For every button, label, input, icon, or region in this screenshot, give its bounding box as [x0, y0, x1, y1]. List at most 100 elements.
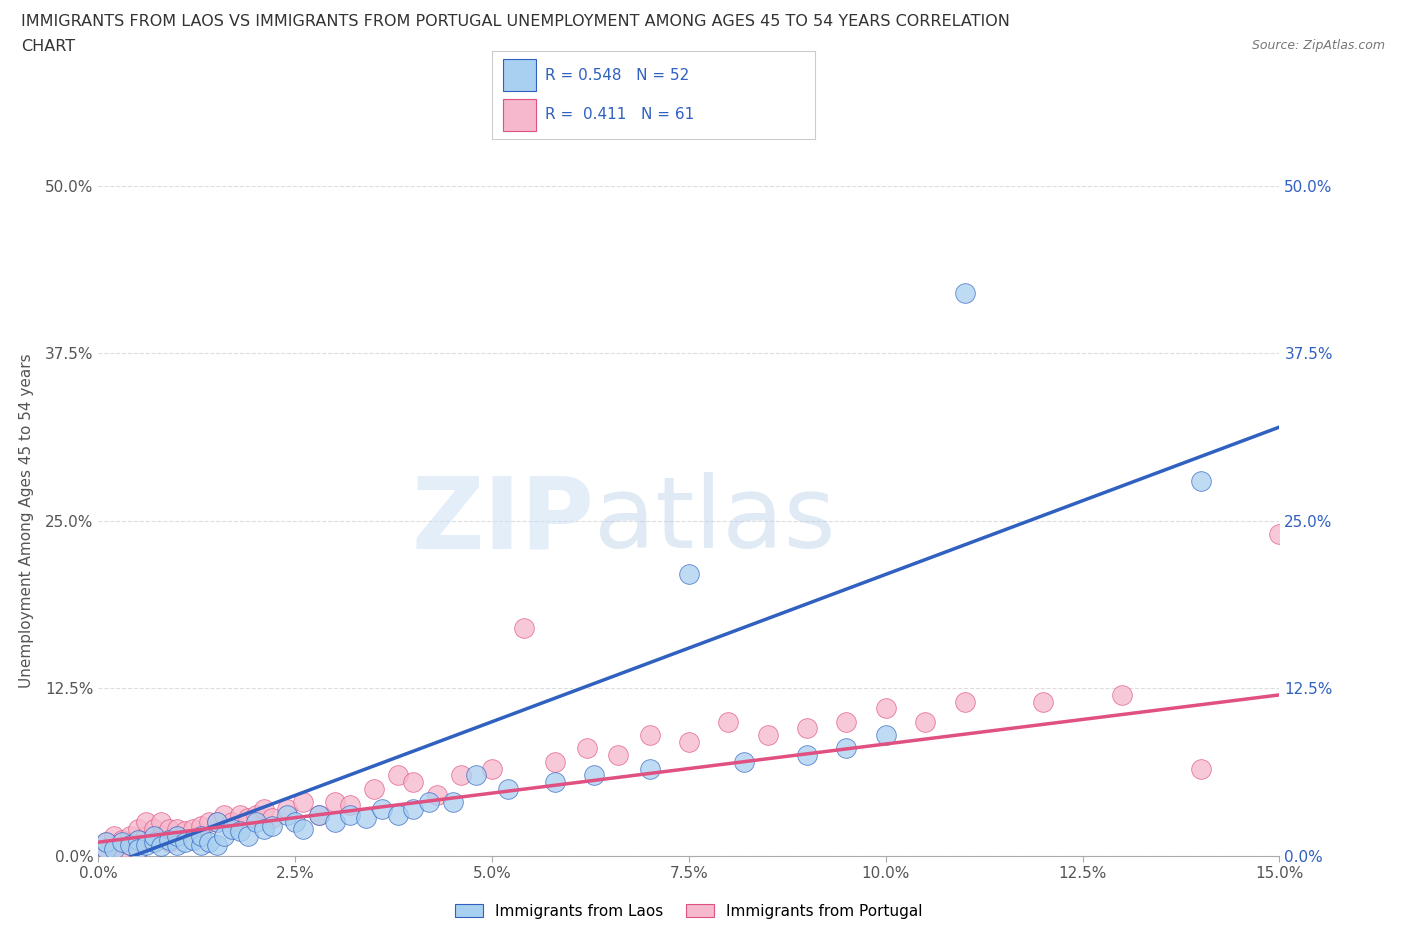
- Point: [512, 620, 534, 635]
- Point: [245, 815, 267, 830]
- Point: [1189, 473, 1212, 488]
- Point: [221, 815, 243, 830]
- Point: [607, 748, 630, 763]
- Point: [441, 794, 464, 809]
- Point: [174, 824, 197, 839]
- Point: [339, 808, 361, 823]
- Point: [118, 837, 141, 852]
- Point: [214, 828, 236, 843]
- Point: [229, 824, 252, 839]
- Point: [166, 837, 188, 852]
- Text: ZIP: ZIP: [412, 472, 595, 569]
- Point: [142, 821, 165, 836]
- Point: [875, 727, 897, 742]
- Point: [544, 775, 567, 790]
- Point: [236, 811, 259, 826]
- Point: [835, 741, 858, 756]
- Point: [127, 832, 149, 847]
- Point: [103, 828, 125, 843]
- Point: [426, 788, 449, 803]
- Point: [150, 828, 173, 843]
- Point: [418, 794, 440, 809]
- Point: [308, 808, 330, 823]
- Point: [142, 835, 165, 850]
- Point: [678, 735, 700, 750]
- Point: [638, 727, 661, 742]
- Point: [953, 286, 976, 300]
- Point: [308, 808, 330, 823]
- Point: [253, 802, 276, 817]
- Point: [260, 818, 283, 833]
- Point: [292, 794, 315, 809]
- Point: [796, 748, 818, 763]
- Point: [323, 794, 346, 809]
- Point: [914, 714, 936, 729]
- Point: [96, 842, 118, 857]
- Point: [111, 832, 134, 847]
- Point: [197, 835, 219, 850]
- Point: [166, 828, 188, 843]
- Text: atlas: atlas: [595, 472, 837, 569]
- Point: [142, 835, 165, 850]
- Point: [387, 808, 409, 823]
- Text: CHART: CHART: [21, 39, 75, 54]
- Text: IMMIGRANTS FROM LAOS VS IMMIGRANTS FROM PORTUGAL UNEMPLOYMENT AMONG AGES 45 TO 5: IMMIGRANTS FROM LAOS VS IMMIGRANTS FROM …: [21, 14, 1010, 29]
- Point: [465, 768, 488, 783]
- Point: [190, 828, 212, 843]
- Point: [678, 567, 700, 582]
- Point: [205, 815, 228, 830]
- Point: [371, 802, 394, 817]
- Point: [481, 761, 503, 776]
- Point: [1032, 694, 1054, 709]
- Point: [1268, 526, 1291, 541]
- Point: [181, 821, 204, 836]
- Legend: Immigrants from Laos, Immigrants from Portugal: Immigrants from Laos, Immigrants from Po…: [450, 897, 928, 925]
- Point: [276, 802, 298, 817]
- Bar: [503, 99, 536, 130]
- Point: [157, 835, 180, 850]
- Point: [157, 832, 180, 847]
- Point: [402, 802, 425, 817]
- Point: [96, 835, 118, 850]
- Point: [135, 828, 157, 843]
- Point: [181, 832, 204, 847]
- Point: [127, 821, 149, 836]
- Point: [174, 835, 197, 850]
- Point: [1111, 687, 1133, 702]
- Point: [135, 815, 157, 830]
- Point: [96, 835, 118, 850]
- Point: [835, 714, 858, 729]
- Point: [135, 837, 157, 852]
- Point: [733, 754, 755, 769]
- Point: [103, 837, 125, 852]
- Bar: [503, 60, 536, 91]
- Point: [190, 837, 212, 852]
- Text: Source: ZipAtlas.com: Source: ZipAtlas.com: [1251, 39, 1385, 52]
- Point: [496, 781, 519, 796]
- Point: [450, 768, 472, 783]
- Point: [118, 837, 141, 852]
- Point: [118, 828, 141, 843]
- Point: [276, 808, 298, 823]
- Point: [166, 828, 188, 843]
- Point: [157, 821, 180, 836]
- Point: [205, 815, 228, 830]
- Point: [111, 835, 134, 850]
- Point: [354, 811, 377, 826]
- Point: [205, 837, 228, 852]
- Point: [127, 842, 149, 857]
- Point: [96, 842, 118, 857]
- Point: [583, 768, 606, 783]
- Point: [150, 839, 173, 854]
- Text: R = 0.548   N = 52: R = 0.548 N = 52: [546, 68, 690, 83]
- Point: [756, 727, 779, 742]
- Point: [229, 808, 252, 823]
- Point: [363, 781, 385, 796]
- Point: [387, 768, 409, 783]
- Point: [717, 714, 740, 729]
- Text: R =  0.411   N = 61: R = 0.411 N = 61: [546, 107, 695, 122]
- Point: [260, 811, 283, 826]
- Point: [197, 815, 219, 830]
- Point: [221, 821, 243, 836]
- Point: [245, 808, 267, 823]
